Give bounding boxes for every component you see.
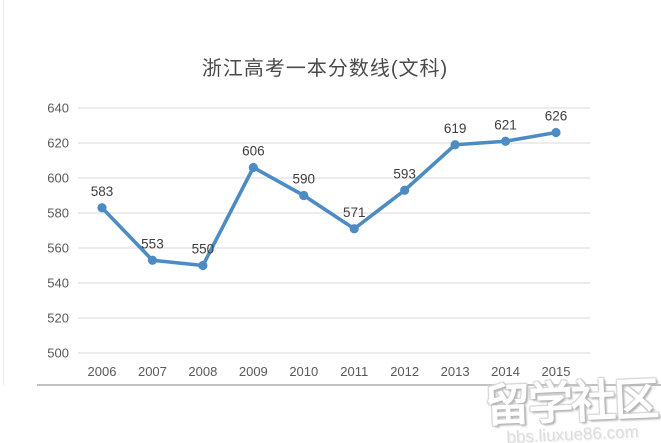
y-axis-tick-label: 640	[47, 101, 69, 116]
y-axis-tick-label: 540	[47, 276, 69, 291]
data-point-label: 583	[91, 184, 114, 199]
y-axis-tick-label: 560	[47, 241, 69, 256]
x-axis-tick-label: 2006	[88, 364, 117, 379]
data-point-label: 626	[545, 109, 568, 124]
x-axis-tick-label: 2010	[289, 364, 318, 379]
data-point-marker	[299, 190, 309, 201]
x-axis-tick-label: 2008	[188, 364, 217, 379]
x-axis-tick-label: 2012	[390, 364, 419, 379]
data-point-marker	[500, 136, 511, 146]
bottom-divider-line	[37, 384, 661, 386]
data-point-marker	[400, 185, 410, 195]
data-point-label: 593	[393, 166, 416, 181]
data-point-label: 553	[141, 236, 164, 251]
data-point-marker	[349, 224, 359, 234]
x-axis-tick-label: 2007	[138, 364, 167, 379]
data-point-label: 621	[494, 117, 517, 132]
data-point-label: 606	[242, 144, 265, 159]
y-axis-tick-label: 580	[47, 206, 69, 221]
data-point-marker	[551, 127, 561, 138]
data-point-label: 571	[343, 205, 366, 220]
y-axis-tick-label: 520	[47, 311, 69, 326]
data-point-marker	[147, 255, 158, 265]
x-axis-tick-label: 2014	[491, 364, 520, 379]
x-axis-tick-label: 2009	[239, 364, 268, 379]
x-axis-tick-label: 2011	[340, 364, 368, 379]
data-point-marker	[450, 140, 460, 150]
data-point-marker	[97, 203, 107, 213]
data-point-label: 590	[293, 172, 316, 187]
data-point-marker	[198, 260, 208, 271]
series-line	[100, 130, 558, 268]
y-axis-tick-label: 620	[47, 136, 69, 151]
x-axis-tick-label: 2015	[542, 364, 571, 379]
data-point-label: 550	[192, 242, 215, 257]
y-axis-tick-label: 500	[47, 346, 69, 361]
data-point-marker	[248, 162, 258, 173]
chart-title: 浙江高考一本分数线(文科)	[201, 58, 449, 80]
data-point-label: 619	[444, 121, 467, 136]
y-axis-tick-label: 600	[47, 171, 69, 186]
left-edge-line	[3, 0, 4, 385]
x-axis-tick-label: 2013	[441, 364, 470, 379]
